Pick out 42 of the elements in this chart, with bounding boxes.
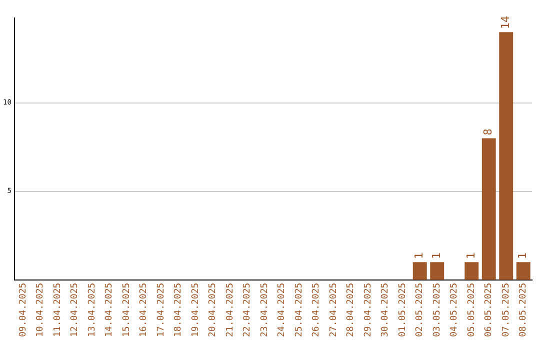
x-tick-label: 13.04.2025 xyxy=(87,282,98,338)
bar xyxy=(482,138,496,280)
bar xyxy=(516,262,530,280)
data-label: 8 xyxy=(482,128,495,136)
x-tick-label: 06.05.2025 xyxy=(484,282,494,338)
bar xyxy=(430,262,444,280)
data-label: 1 xyxy=(430,252,443,260)
x-tick-label: 28.04.2025 xyxy=(346,282,356,338)
x-tick-label: 08.05.2025 xyxy=(518,282,529,338)
x-tick-label: 24.04.2025 xyxy=(277,282,288,338)
x-tick-label: 14.04.2025 xyxy=(104,282,115,338)
bar xyxy=(499,32,514,280)
bar xyxy=(464,262,479,280)
x-tick-label: 03.05.2025 xyxy=(432,282,442,338)
data-label: 1 xyxy=(412,252,426,260)
x-tick-label: 23.04.2025 xyxy=(260,282,270,338)
x-tick-label: 18.04.2025 xyxy=(174,282,184,338)
x-tick-label: 16.04.2025 xyxy=(139,282,150,338)
bar xyxy=(412,262,427,280)
x-tick-label: 20.04.2025 xyxy=(208,282,218,338)
x-tick-label: 30.04.2025 xyxy=(380,282,391,338)
x-tick-label: 05.05.2025 xyxy=(466,282,477,338)
x-tick-label: 04.05.2025 xyxy=(450,282,460,338)
x-tick-label: 09.04.2025 xyxy=(18,282,28,338)
x-tick-label: 10.04.2025 xyxy=(36,282,46,338)
x-tick-label: 25.04.2025 xyxy=(294,282,304,338)
x-tick-label: 21.04.2025 xyxy=(225,282,236,338)
x-tick-label: 02.05.2025 xyxy=(415,282,426,338)
x-tick-label: 27.04.2025 xyxy=(328,282,339,338)
x-tick-label: 01.05.2025 xyxy=(398,282,408,338)
data-label: 1 xyxy=(464,252,478,260)
x-tick-label: 12.04.2025 xyxy=(70,282,80,338)
data-label: 14 xyxy=(498,16,512,30)
x-tick-label: 11.04.2025 xyxy=(52,282,63,338)
x-tick-label: 19.04.2025 xyxy=(190,282,201,338)
x-tick-label: 22.04.2025 xyxy=(242,282,253,338)
x-tick-label: 07.05.2025 xyxy=(501,282,512,338)
x-tick-label: 15.04.2025 xyxy=(122,282,132,338)
x-tick-label: 17.04.2025 xyxy=(156,282,166,338)
x-tick-label: 26.04.2025 xyxy=(312,282,322,338)
data-label: 1 xyxy=(516,252,530,260)
x-tick-label: 29.04.2025 xyxy=(363,282,374,338)
